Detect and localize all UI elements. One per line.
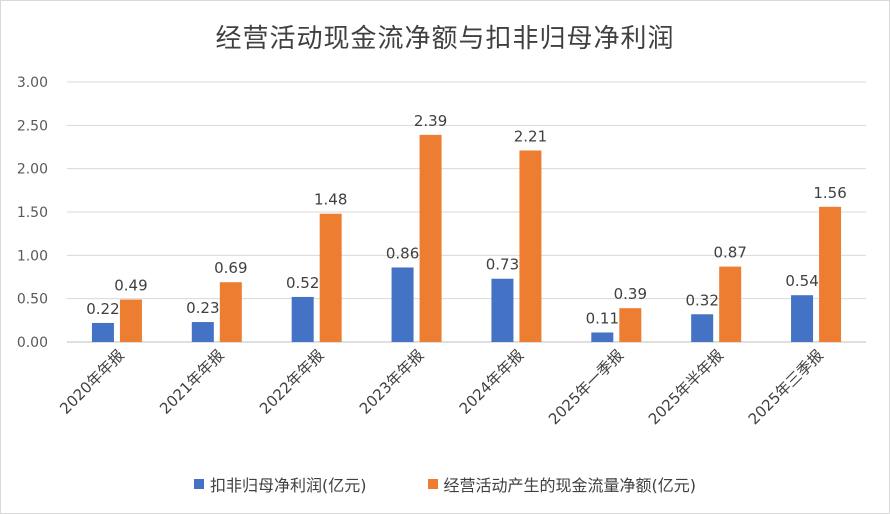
data-label-cashflow: 2.21 — [514, 127, 547, 145]
x-category-label: 2023年年报 — [356, 346, 428, 418]
bar-profit — [691, 314, 714, 342]
x-category-label: 2024年年报 — [456, 346, 528, 418]
y-tick-label: 3.00 — [17, 75, 48, 91]
legend-swatch-cashflow — [427, 479, 438, 489]
y-tick-label: 0.00 — [17, 335, 48, 351]
bar-profit — [191, 322, 214, 342]
data-label-profit: 0.73 — [486, 256, 519, 274]
data-label-profit: 0.32 — [685, 291, 718, 309]
x-category-label: 2025年一季报 — [545, 346, 627, 428]
data-label-profit: 0.54 — [785, 272, 818, 290]
data-label-cashflow: 2.39 — [414, 112, 447, 130]
legend-item-profit: 扣非归母净利润(亿元) — [193, 472, 367, 496]
x-category-label: 2025年三季报 — [745, 346, 827, 428]
y-tick-label: 2.00 — [17, 162, 48, 178]
bar-profit — [91, 322, 114, 342]
data-label-profit: 0.23 — [186, 299, 219, 317]
x-category-label: 2022年年报 — [256, 346, 328, 418]
data-label-profit: 0.22 — [86, 300, 119, 318]
legend: 扣非归母净利润(亿元) 经营活动产生的现金流量净额(亿元) — [0, 472, 890, 496]
legend-label-cashflow: 经营活动产生的现金流量净额(亿元) — [443, 476, 697, 495]
y-tick-label: 1.50 — [17, 205, 48, 221]
bar-profit — [491, 278, 514, 342]
data-label-cashflow: 0.87 — [713, 244, 746, 262]
y-tick-label: 0.50 — [17, 292, 48, 308]
data-label-cashflow: 0.49 — [114, 277, 147, 295]
bar-cashflow — [419, 134, 442, 342]
y-tick-label: 1.00 — [17, 248, 48, 264]
y-tick-label: 2.50 — [17, 118, 48, 134]
bar-cashflow — [819, 206, 842, 342]
bar-profit — [391, 267, 414, 342]
data-label-profit: 0.86 — [386, 244, 419, 262]
data-label-cashflow: 1.48 — [314, 191, 347, 209]
legend-label-profit: 扣非归母净利润(亿元) — [209, 476, 367, 495]
bar-cashflow — [119, 299, 142, 342]
data-label-profit: 0.11 — [586, 309, 619, 327]
legend-swatch-profit — [193, 479, 204, 489]
bar-cashflow — [219, 282, 242, 342]
bar-profit — [791, 295, 814, 342]
bar-cashflow — [619, 308, 642, 342]
bar-cashflow — [319, 213, 342, 342]
x-category-label: 2020年年报 — [56, 346, 128, 418]
bar-profit — [291, 296, 314, 342]
bar-cashflow — [519, 150, 542, 342]
data-label-cashflow: 0.69 — [214, 259, 247, 277]
legend-item-cashflow: 经营活动产生的现金流量净额(亿元) — [427, 472, 697, 496]
x-category-label: 2025年半年报 — [645, 346, 727, 428]
bar-profit — [591, 332, 614, 342]
x-category-label: 2021年年报 — [156, 346, 228, 418]
bar-cashflow — [719, 266, 742, 342]
data-label-cashflow: 0.39 — [614, 285, 647, 303]
chart-title: 经营活动现金流净额与扣非归母净利润 — [215, 24, 675, 54]
data-label-cashflow: 1.56 — [813, 184, 846, 202]
data-label-profit: 0.52 — [286, 274, 319, 292]
